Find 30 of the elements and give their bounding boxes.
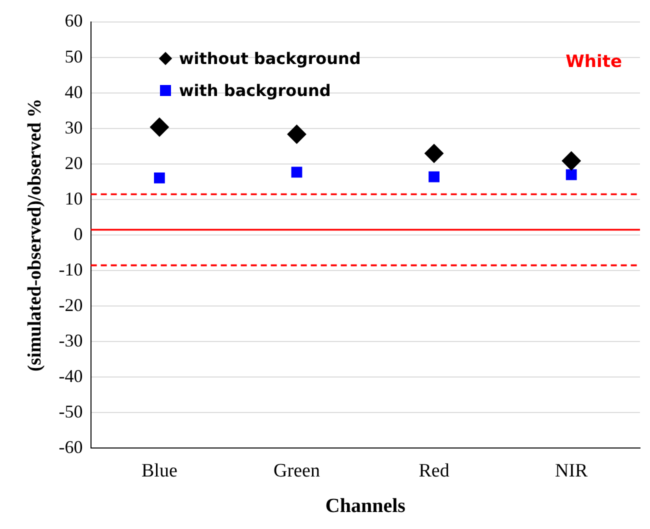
x-axis-title: Channels xyxy=(325,495,406,518)
y-tick-label: 60 xyxy=(64,10,83,31)
y-tick-label: 50 xyxy=(64,46,83,66)
point xyxy=(291,166,302,178)
y-tick-label: 40 xyxy=(64,82,83,102)
y-tick-label: 20 xyxy=(64,152,83,173)
y-tick-label: -60 xyxy=(58,436,83,457)
y-axis-title: (simulated-observed)/observed % xyxy=(24,98,46,372)
y-tick-label: -20 xyxy=(58,294,83,315)
y-tick-label: 30 xyxy=(64,117,83,138)
y-tick-label: -30 xyxy=(58,330,83,350)
point xyxy=(150,118,169,137)
point xyxy=(562,151,581,170)
legend-label: without background xyxy=(179,48,361,68)
annotation: White xyxy=(566,52,622,72)
y-tick-label: -40 xyxy=(58,366,83,386)
point xyxy=(287,124,306,144)
x-tick-label: Red xyxy=(418,460,450,482)
y-tick-label: -50 xyxy=(58,401,83,422)
point xyxy=(154,172,165,184)
point xyxy=(566,169,577,180)
x-tick-label: NIR xyxy=(554,460,588,482)
y-tick-label: 0 xyxy=(74,224,83,244)
y-tick-label: 10 xyxy=(64,188,83,208)
x-tick-label: Blue xyxy=(142,460,178,482)
legend-label: with background xyxy=(179,80,331,100)
point xyxy=(428,171,440,182)
y-tick-label: -10 xyxy=(58,259,83,280)
point xyxy=(424,144,444,163)
x-tick-label: Green xyxy=(274,460,320,482)
